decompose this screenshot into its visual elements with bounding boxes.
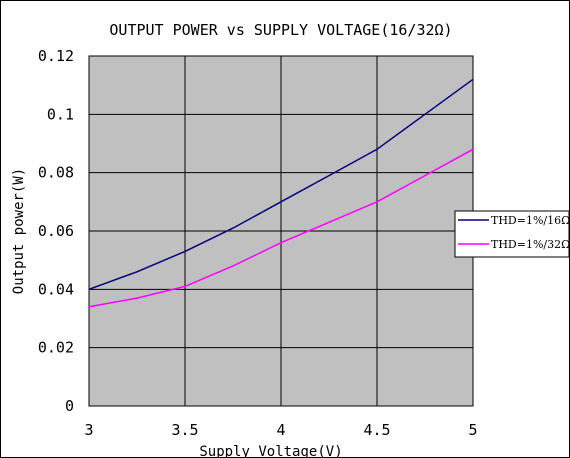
grid-lines <box>89 56 473 406</box>
y-tick-labels: 0 0.02 0.04 0.06 0.08 0.1 0.12 <box>38 47 74 415</box>
x-tick-label: 5 <box>468 421 477 439</box>
y-tick-label: 0.06 <box>38 222 74 240</box>
series-lines <box>88 78 474 308</box>
y-tick-label: 0.04 <box>38 280 74 298</box>
x-tick-label: 3.5 <box>171 421 198 439</box>
y-tick-label: 0.02 <box>38 339 74 357</box>
x-axis-label: Supply Voltage(V) <box>199 444 342 457</box>
x-tick-label: 3 <box>84 421 93 439</box>
y-tick-label: 0.12 <box>38 47 74 65</box>
y-tick-label: 0 <box>65 397 74 415</box>
legend-label-32ohm: THD=1%/32Ω <box>491 238 569 251</box>
series-line-16ohm <box>88 78 474 291</box>
series-line-32ohm <box>88 148 474 308</box>
x-tick-labels: 3 3.5 4 4.5 5 <box>84 421 477 439</box>
legend-label-16ohm: THD=1%/16Ω <box>491 214 569 227</box>
x-tick-label: 4 <box>276 421 285 439</box>
y-tick-label: 0.08 <box>38 164 74 182</box>
y-axis-label: Output power(W) <box>11 168 27 294</box>
legend-box <box>454 210 569 258</box>
chart-title: OUTPUT POWER vs SUPPLY VOLTAGE(16/32Ω) <box>109 21 452 39</box>
legend: THD=1%/16Ω THD=1%/32Ω <box>454 210 569 258</box>
y-tick-label: 0.1 <box>47 105 74 123</box>
x-tick-label: 4.5 <box>363 421 390 439</box>
